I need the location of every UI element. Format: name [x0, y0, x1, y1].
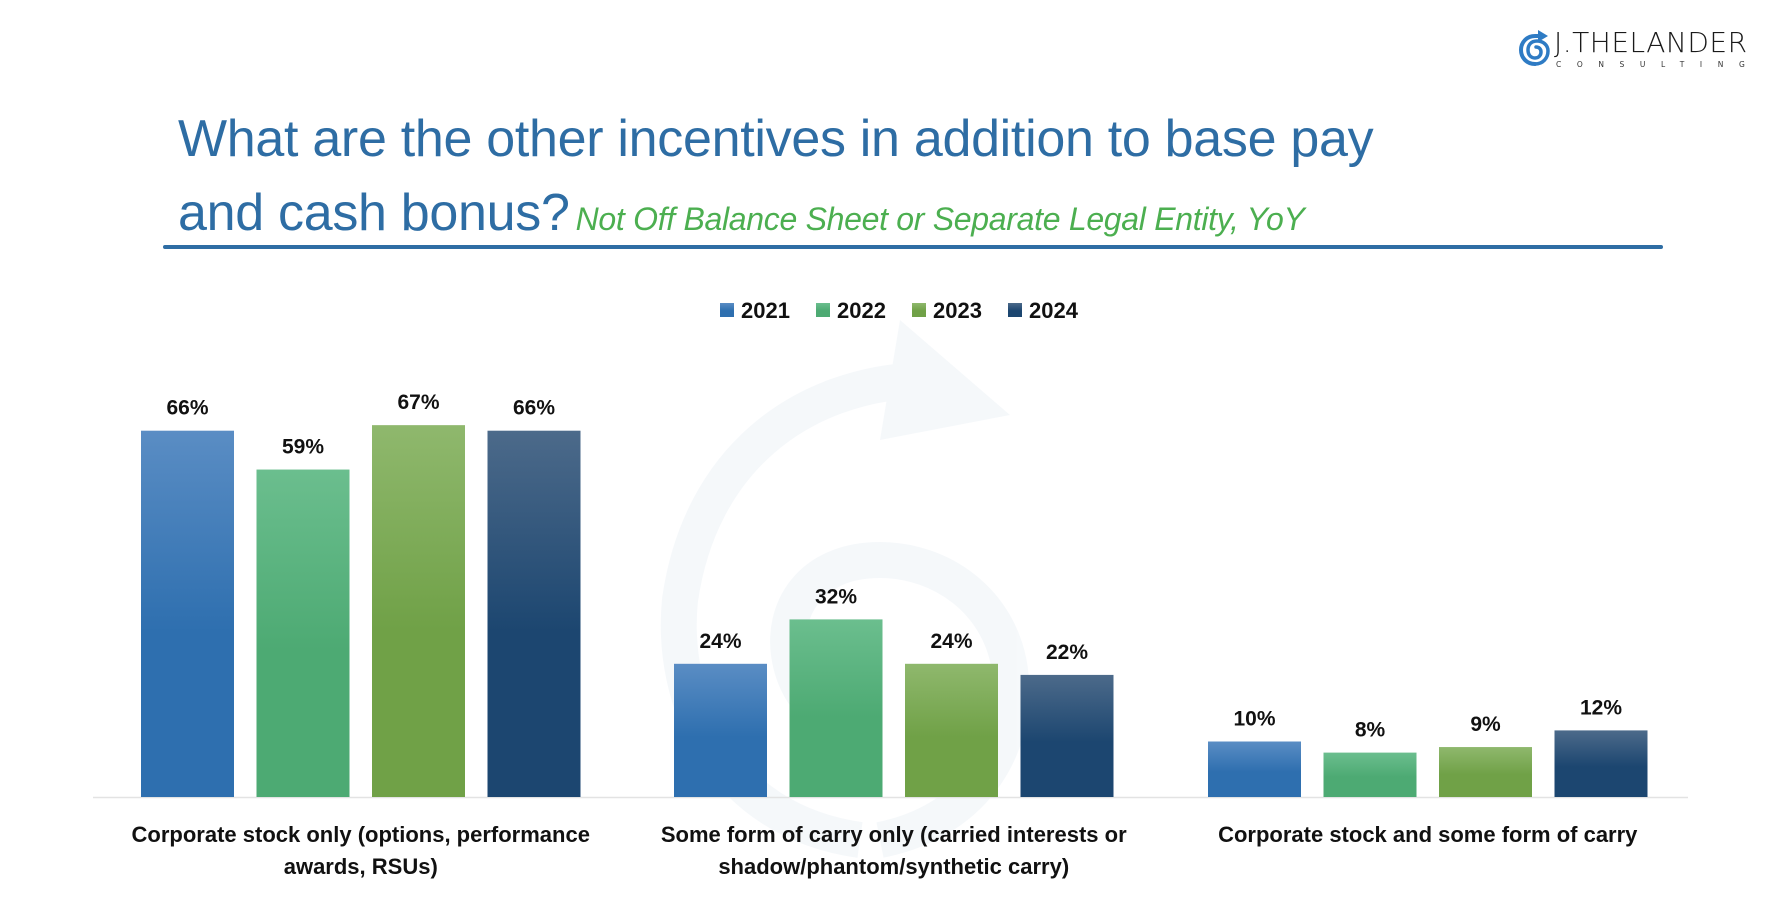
company-logo: J.THELANDER CONSULTING	[1518, 26, 1758, 72]
bar-2022-cat3	[1323, 752, 1417, 797]
legend-label-2023: 2023	[933, 298, 982, 323]
value-label-2024-cat1: 66%	[513, 397, 555, 420]
legend-label-2024: 2024	[1029, 298, 1079, 323]
bar-2024-cat2	[1020, 674, 1114, 797]
legend-label-2021: 2021	[741, 298, 790, 323]
bar-2023-cat3	[1439, 747, 1532, 797]
category-label-2-line-1: Some form of carry only (carried interes…	[661, 822, 1127, 847]
value-label-2023-cat1: 67%	[397, 391, 439, 414]
logo-name: J.THELANDER	[1554, 26, 1748, 59]
bar-2021-cat3	[1208, 741, 1301, 797]
value-label-2022-cat1: 59%	[282, 436, 324, 459]
title-underline	[163, 245, 1663, 249]
logo-tagline: CONSULTING	[1556, 60, 1761, 69]
value-label-2021-cat1: 66%	[166, 397, 208, 420]
category-label-2-line-2: shadow/phantom/synthetic carry)	[718, 854, 1069, 879]
category-label-1-line-2: awards, RSUs)	[284, 854, 438, 879]
bar-2024-cat1	[487, 430, 581, 797]
value-label-2024-cat2: 22%	[1046, 641, 1088, 664]
value-label-2021-cat3: 10%	[1233, 708, 1275, 731]
value-labels: 66% 59% 67% 66% 24% 32% 24% 22% 10% 8% 9% 12%	[166, 391, 1622, 741]
value-label-2022-cat2: 32%	[815, 585, 857, 608]
legend-swatch-2023	[912, 303, 926, 317]
legend-swatch-2024	[1008, 303, 1022, 317]
value-label-2024-cat3: 12%	[1580, 696, 1622, 719]
bar-2021-cat2	[674, 663, 767, 797]
legend-swatch-2021	[720, 303, 734, 317]
title-line-1: What are the other incentives in additio…	[178, 110, 1374, 168]
category-labels: Corporate stock only (options, performan…	[132, 822, 1639, 879]
value-label-2021-cat2: 24%	[699, 630, 741, 653]
bar-2022-cat1	[256, 469, 350, 797]
value-label-2023-cat2: 24%	[930, 630, 972, 653]
legend: 2021 2022 2023 2024	[720, 298, 1079, 323]
subtitle: Not Off Balance Sheet or Separate Legal …	[575, 201, 1305, 237]
bar-2021-cat1	[141, 430, 234, 797]
legend-label-2022: 2022	[837, 298, 886, 323]
bar-2024-cat3	[1554, 730, 1648, 797]
bars	[141, 425, 1648, 797]
bar-2023-cat1	[372, 425, 465, 797]
spiral-arrow-icon	[1518, 30, 1550, 66]
value-label-2023-cat3: 9%	[1470, 713, 1501, 736]
bar-2022-cat2	[789, 619, 883, 797]
category-label-3-line-1: Corporate stock and some form of carry	[1218, 822, 1638, 847]
legend-swatch-2022	[816, 303, 830, 317]
title-line-2: and cash bonus?	[178, 184, 570, 242]
page-title: What are the other incentives in additio…	[178, 102, 1658, 256]
bar-2023-cat2	[905, 663, 998, 797]
category-label-1-line-1: Corporate stock only (options, performan…	[132, 822, 590, 847]
value-label-2022-cat3: 8%	[1355, 719, 1386, 742]
